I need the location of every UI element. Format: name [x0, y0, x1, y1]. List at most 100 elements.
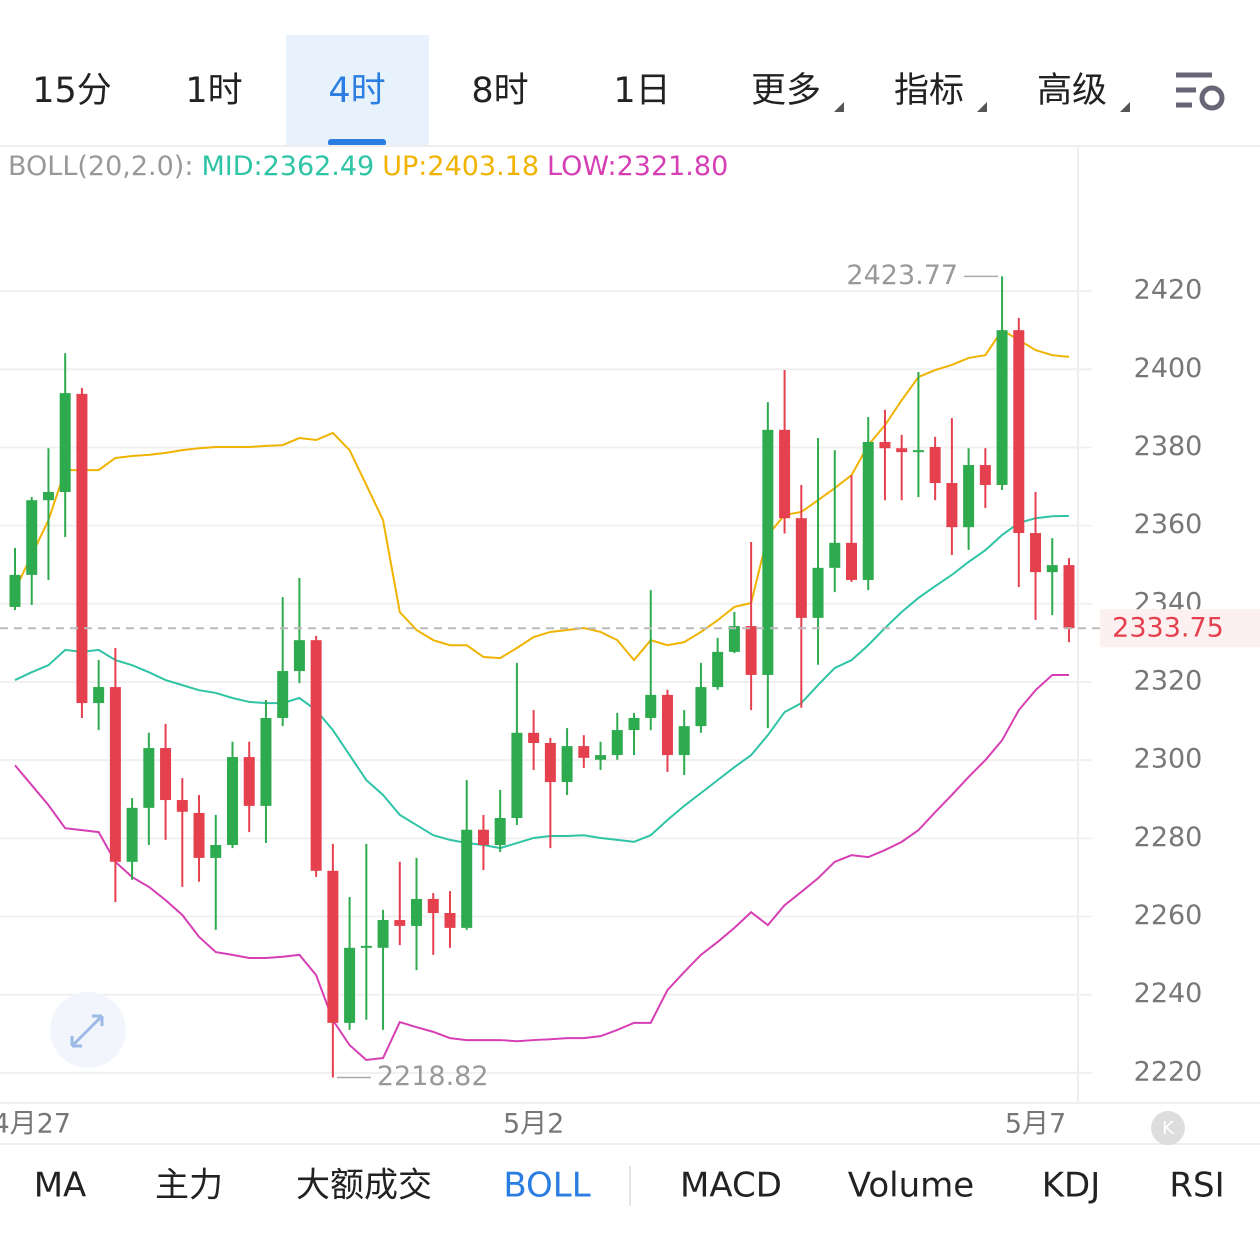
legend-item: LOW:2321.80 [547, 151, 728, 182]
candle-body [511, 732, 523, 819]
y-tick-label: 2380 [1134, 431, 1203, 462]
candle-body [176, 800, 188, 812]
indicator-tab[interactable]: MACD [680, 1166, 782, 1206]
legend-item: UP:2403.18 [382, 151, 539, 182]
candle-body [277, 671, 289, 718]
candle-body [494, 818, 506, 845]
candle-body [160, 748, 172, 801]
candle-body [996, 330, 1008, 485]
candle-body [661, 694, 673, 756]
candle-body [1013, 330, 1025, 534]
candle-body [42, 492, 54, 501]
candle-body [444, 913, 456, 928]
settings-icon[interactable] [1176, 72, 1225, 111]
candle-body [26, 500, 38, 575]
candle-body [695, 687, 707, 727]
indicator-tab[interactable]: MA [34, 1166, 87, 1206]
active-tab-bg [286, 35, 429, 146]
tab[interactable]: 指标 [894, 71, 964, 111]
y-tick-label: 2420 [1134, 275, 1203, 306]
last-price-box [1100, 609, 1260, 648]
candle-body [109, 687, 121, 862]
candle-body [243, 757, 255, 806]
scroll-button[interactable] [1151, 1111, 1185, 1145]
candle-body [779, 429, 791, 519]
scroll-icon: K [1162, 1118, 1175, 1139]
x-tick-label: 4月27 [0, 1109, 71, 1140]
candle-body [477, 829, 489, 845]
candle-body [678, 726, 690, 756]
indicator-legend: BOLL(20,2.0): MID:2362.49 UP:2403.18 LOW:23… [8, 151, 728, 182]
x-tick-label: 5月7 [1005, 1109, 1066, 1140]
icon-gear [1199, 85, 1225, 111]
candle-body [126, 807, 138, 862]
candle-body [544, 742, 556, 783]
indicator-tab[interactable]: BOLL [503, 1166, 590, 1206]
candle-body [829, 542, 841, 568]
candle-body [762, 429, 774, 675]
candle-body [595, 755, 607, 760]
tab[interactable]: 8时 [471, 71, 528, 111]
candle-body [929, 447, 941, 484]
boll-line [14, 514, 1070, 850]
candle-body [645, 694, 657, 718]
candle-body [327, 870, 339, 1023]
candle-body [561, 746, 573, 783]
tab[interactable]: 1时 [185, 71, 242, 111]
y-tick-label: 2320 [1134, 665, 1203, 696]
candle-body [912, 450, 924, 453]
candle-body [226, 757, 238, 845]
candle-body [193, 812, 205, 858]
tab[interactable]: 1日 [613, 71, 670, 111]
y-tick-label: 2260 [1134, 900, 1203, 931]
tab[interactable]: 15分 [32, 71, 112, 111]
y-tick-label: 2280 [1134, 822, 1203, 853]
low-marker-label: 2218.82 [377, 1061, 489, 1092]
expand-icon [70, 1014, 104, 1048]
tab[interactable]: 4时 [328, 71, 385, 111]
candle-body [1046, 565, 1058, 573]
candle-body [628, 717, 640, 731]
tab[interactable]: 更多 [751, 71, 821, 111]
y-tick-label: 2220 [1134, 1056, 1203, 1087]
legend-item: MID:2362.49 [201, 151, 374, 182]
y-tick-label: 2300 [1134, 744, 1203, 775]
candle-body [896, 448, 908, 453]
indicator-tab[interactable]: RSI [1169, 1166, 1224, 1206]
boll-line [14, 328, 1070, 662]
indicator-tab[interactable]: 主力 [155, 1166, 223, 1206]
candle-body [360, 945, 372, 948]
y-tick-label: 2400 [1134, 353, 1203, 384]
last-price-label: 2333.75 [1112, 613, 1224, 644]
candle-body [76, 393, 88, 704]
candle-body [394, 920, 406, 926]
candle-body [9, 574, 21, 607]
candle-body [963, 465, 975, 528]
y-tick-label: 2360 [1134, 509, 1203, 540]
candle-body [210, 844, 222, 858]
candle-body [59, 393, 71, 493]
candle-body [712, 651, 724, 688]
candle-body [795, 518, 807, 618]
y-tick-label: 2240 [1134, 978, 1203, 1009]
candle-body [946, 483, 958, 528]
candle-body [812, 567, 824, 618]
candle-body [745, 626, 757, 675]
boll-line [14, 673, 1069, 1062]
candle-body [1063, 565, 1075, 629]
dropdown-marks [834, 102, 1130, 112]
candle-body [93, 687, 105, 704]
indicator-tab[interactable]: 大额成交 [296, 1166, 432, 1206]
legend-item: BOLL(20,2.0): [8, 151, 193, 182]
candle-body [461, 829, 473, 928]
candle-body [344, 947, 356, 1023]
tab[interactable]: 高级 [1037, 71, 1107, 111]
indicator-tab[interactable]: Volume [848, 1166, 974, 1206]
active-tab-indicator [328, 139, 386, 146]
candle-body [846, 542, 857, 580]
candle-body [377, 920, 389, 948]
candle-body [411, 898, 423, 926]
candle-body [611, 730, 623, 756]
indicator-tab[interactable]: KDJ [1042, 1166, 1101, 1206]
